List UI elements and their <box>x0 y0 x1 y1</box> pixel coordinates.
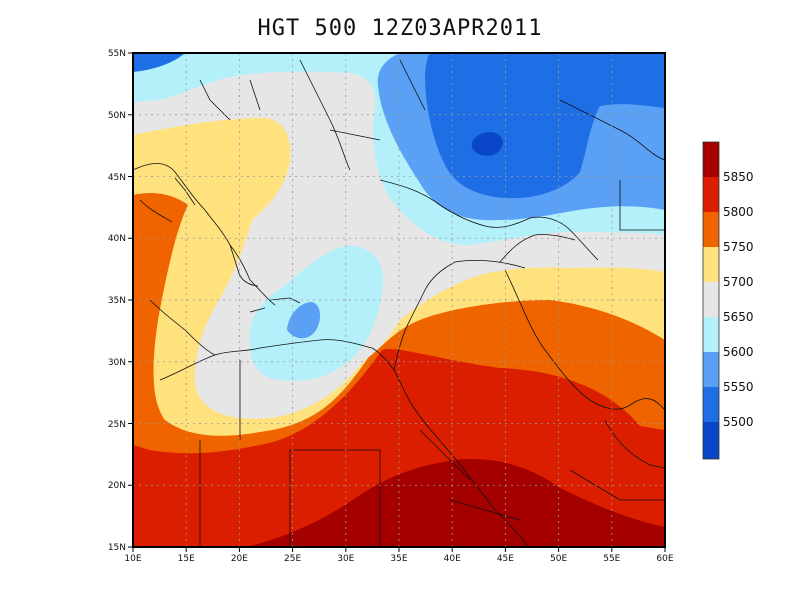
colorbar-label: 5750 <box>723 240 754 254</box>
lon-label: 35E <box>390 554 407 564</box>
lon-label: 30E <box>337 554 354 564</box>
filled-contours <box>133 53 665 547</box>
colorbar-swatch-5450 <box>703 422 719 459</box>
lat-label: 15N <box>108 543 126 553</box>
colorbar-swatch-5800 <box>703 177 719 212</box>
colorbar-label: 5650 <box>723 310 754 324</box>
colorbar-swatch-5700 <box>703 247 719 282</box>
lat-label: 20N <box>108 481 126 491</box>
colorbar-label: 5550 <box>723 380 754 394</box>
gridlines <box>133 53 665 547</box>
lon-label: 45E <box>497 554 514 564</box>
lon-label: 40E <box>444 554 461 564</box>
colorbar-swatch-5500 <box>703 387 719 422</box>
colorbar: 5850 5800 5750 5700 5650 5600 5550 5500 <box>702 141 754 460</box>
lon-label: 10E <box>124 554 141 564</box>
colorbar-swatch-5850 <box>703 142 719 177</box>
lon-label: 15E <box>178 554 195 564</box>
lon-label: 60E <box>656 554 673 564</box>
colorbar-label: 5800 <box>723 205 754 219</box>
lat-label: 50N <box>108 111 126 121</box>
lat-label: 45N <box>108 173 126 183</box>
lat-label: 40N <box>108 234 126 244</box>
colorbar-swatch-5550 <box>703 352 719 387</box>
lat-label: 35N <box>108 296 126 306</box>
lon-label: 25E <box>284 554 301 564</box>
longitude-labels: 10E 15E 20E 25E 30E 35E 40E 45E 50E 55E … <box>124 554 673 564</box>
colorbar-swatch-5600 <box>703 317 719 352</box>
lon-label: 55E <box>603 554 620 564</box>
colorbar-label: 5600 <box>723 345 754 359</box>
colorbar-label: 5850 <box>723 170 754 184</box>
colorbar-swatch-5750 <box>703 212 719 247</box>
contour-band-5500 <box>133 53 665 199</box>
lon-label: 50E <box>550 554 567 564</box>
lat-label: 30N <box>108 358 126 368</box>
contour-band-5850 <box>245 459 665 547</box>
colorbar-label: 5700 <box>723 275 754 289</box>
colorbar-swatch-5650 <box>703 282 719 317</box>
map-title: HGT 500 12Z03APR2011 <box>257 16 543 41</box>
lon-label: 20E <box>231 554 248 564</box>
coastlines <box>133 59 665 547</box>
contour-band-5450 <box>471 132 503 156</box>
axis-ticks <box>128 52 666 552</box>
latitude-labels: 55N 50N 45N 40N 35N 30N 25N 20N 15N <box>108 49 126 553</box>
colorbar-label: 5500 <box>723 415 754 429</box>
lat-label: 55N <box>108 49 126 59</box>
lat-label: 25N <box>108 420 126 430</box>
